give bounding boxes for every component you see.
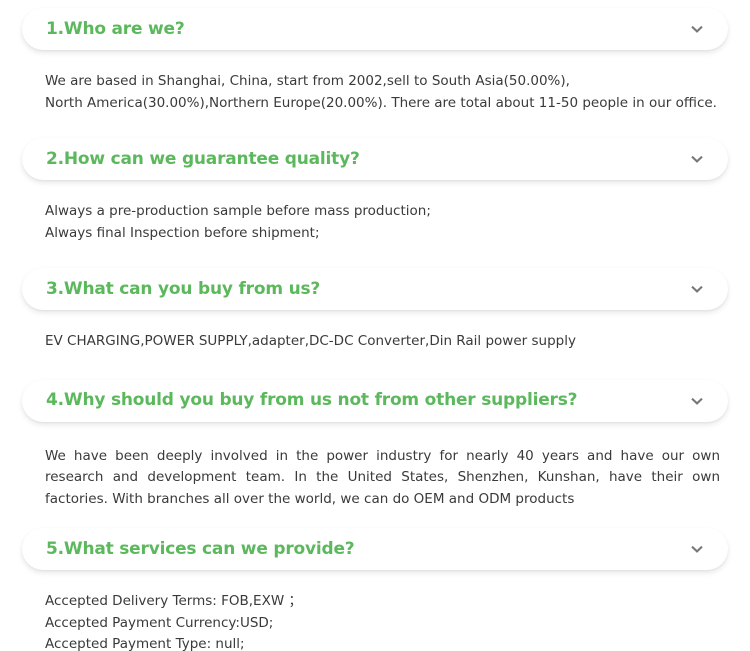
faq-answer-4: We have been deeply involved in the powe… [0,446,750,511]
spacer [0,353,750,380]
faq-item-5: 5.What services can we provide? Accepted… [0,528,750,651]
faq-item-3: 3.What can you buy from us? EV CHARGING,… [0,268,750,353]
faq-item-1: 1.Who are we? We are based in Shanghai, … [0,8,750,114]
spacer [0,510,750,528]
spacer [0,310,750,331]
chevron-down-icon[interactable] [688,540,706,558]
faq-answer-line: We are based in Shanghai, China, start f… [45,73,570,89]
faq-answer-line: Always a pre-production sample before ma… [45,203,431,219]
faq-question-header-5[interactable]: 5.What services can we provide? [22,528,728,570]
faq-answer-1: We are based in Shanghai, China, start f… [0,71,750,114]
spacer [0,114,750,138]
chevron-down-icon[interactable] [688,392,706,410]
faq-item-4: 4.Why should you buy from us not from ot… [0,379,750,511]
chevron-down-icon[interactable] [688,280,706,298]
faq-answer-line: Always final Inspection before shipment; [45,224,320,241]
faq-answer-line: North America(30.00%),Northern Europe(20… [45,94,717,111]
faq-question-text-1: 1.Who are we? [46,18,185,39]
faq-question-text-5: 5.What services can we provide? [46,538,355,559]
spacer [0,50,750,71]
chevron-down-icon[interactable] [688,150,706,168]
spacer [0,180,750,201]
faq-answer-line: Accepted Delivery Terms: FOB,EXW ； [45,593,302,609]
faq-answer-line: We have been deeply involved in the powe… [45,447,720,507]
faq-answer-line: Accepted Payment Type: null; [45,636,245,651]
faq-answer-line: Accepted Payment Currency:USD; [45,614,274,631]
faq-question-text-3: 3.What can you buy from us? [46,278,321,299]
faq-answer-line: EV CHARGING,POWER SUPPLY,adapter,DC-DC C… [45,333,576,349]
spacer [0,422,750,446]
faq-answer-5: Accepted Delivery Terms: FOB,EXW ； Accep… [0,591,750,651]
chevron-down-icon[interactable] [688,20,706,38]
faq-question-text-2: 2.How can we guarantee quality? [46,148,360,169]
faq-answer-2: Always a pre-production sample before ma… [0,201,750,244]
faq-question-header-4[interactable]: 4.Why should you buy from us not from ot… [22,379,728,422]
faq-item-2: 2.How can we guarantee quality? Always a… [0,138,750,244]
faq-question-header-1[interactable]: 1.Who are we? [22,8,728,50]
faq-question-header-3[interactable]: 3.What can you buy from us? [22,268,728,310]
faq-answer-3: EV CHARGING,POWER SUPPLY,adapter,DC-DC C… [0,331,750,353]
spacer [0,244,750,268]
faq-question-header-2[interactable]: 2.How can we guarantee quality? [22,138,728,180]
faq-question-text-4: 4.Why should you buy from us not from ot… [46,390,578,410]
spacer [0,570,750,591]
top-spacer [0,0,750,8]
